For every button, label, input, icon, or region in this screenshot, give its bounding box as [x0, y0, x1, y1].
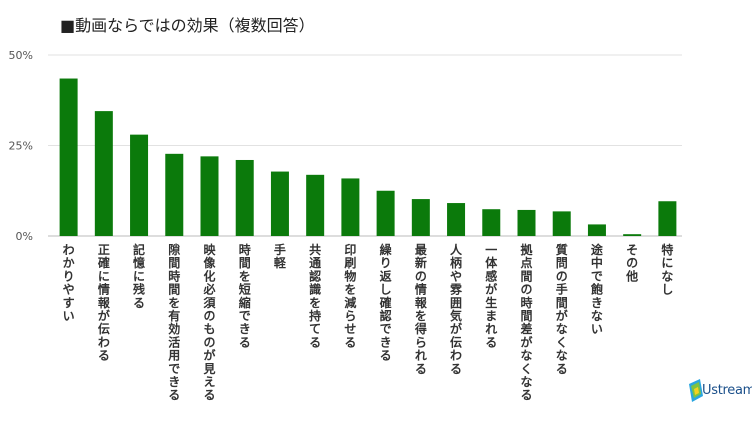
gridlines — [48, 54, 682, 237]
bar — [411, 199, 430, 236]
x-tick-label: 共通認識を持てる — [309, 242, 321, 349]
y-axis-ticks: 0% 25% 50% — [9, 49, 33, 243]
bar — [482, 209, 501, 236]
x-tick-label: わかりやすい — [63, 243, 75, 323]
x-tick-label: 時間を短縮できる — [239, 242, 251, 349]
bar — [517, 209, 536, 236]
bar — [270, 171, 289, 236]
bar — [376, 190, 395, 236]
x-tick-label: 一体感が生まれる — [485, 243, 498, 349]
chart-title: ■動画ならではの効果（複数回答） — [60, 16, 315, 35]
bar — [447, 203, 466, 236]
bar — [587, 224, 606, 236]
y-tick-label: 25% — [9, 140, 33, 153]
logo-mark-icon — [689, 379, 703, 402]
logo-wordmark: Ustream — [702, 383, 752, 398]
x-tick-label: 質問の手間がなくなる — [556, 242, 568, 376]
x-tick-label: 記憶に残る — [133, 242, 145, 310]
y-tick-label: 50% — [9, 49, 33, 62]
x-tick-label: 隙間時間を有効活用できる — [167, 243, 180, 402]
x-tick-label: 途中で飽きない — [590, 242, 604, 336]
x-tick-label: 拠点間の時間差がなくなる — [519, 242, 533, 402]
bar — [235, 159, 254, 236]
bar — [130, 134, 149, 236]
bar — [59, 78, 78, 236]
x-tick-label: 正確に情報が伝わる — [98, 243, 111, 363]
bar — [623, 234, 642, 236]
bar — [552, 211, 571, 236]
x-tick-label: その他 — [625, 243, 638, 283]
bars — [59, 78, 677, 236]
bar — [341, 178, 360, 236]
bar — [306, 174, 325, 236]
bar — [165, 153, 184, 236]
x-tick-label: 人柄や雰囲気が伝わる — [450, 242, 463, 376]
x-tick-label: 手軽 — [274, 242, 287, 270]
x-axis-labels: わかりやすい 正確に情報が伝わる 記憶に残る 隙間時間を有効活用できる 映像化必須のもの… — [63, 242, 674, 402]
x-tick-label: 印刷物を減らせる — [344, 243, 356, 349]
y-tick-label: 0% — [16, 230, 33, 243]
x-tick-label: 最新の情報を得られる — [414, 243, 428, 376]
bar — [658, 201, 677, 236]
bar — [200, 156, 219, 236]
ustream-logo: Ustream — [688, 378, 752, 404]
x-tick-label: 繰り返し確認できる — [380, 242, 393, 363]
x-tick-label: 映像化必須のものが見える — [202, 242, 216, 402]
bar — [94, 111, 113, 236]
x-tick-label: 特になし — [661, 242, 673, 297]
